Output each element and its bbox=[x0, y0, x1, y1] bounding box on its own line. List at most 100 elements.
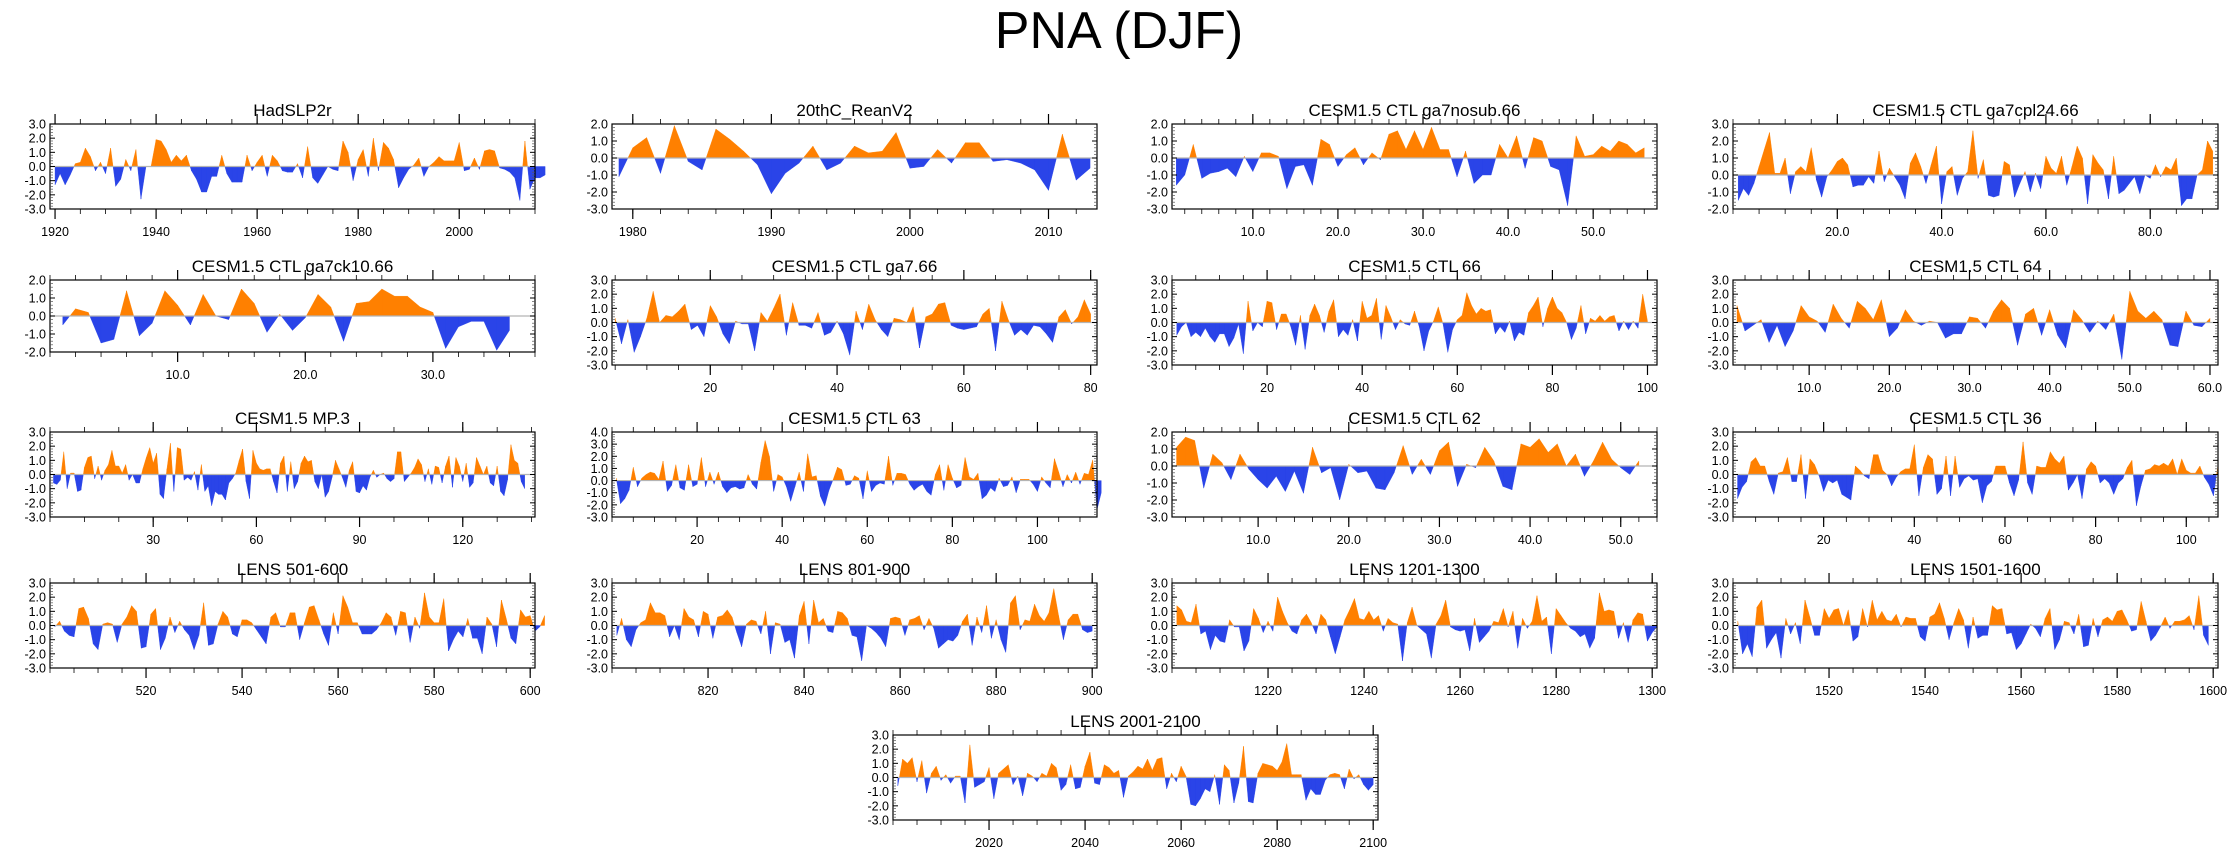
y-tick-label: -2.0 bbox=[586, 344, 608, 358]
y-tick-label: 0.0 bbox=[872, 771, 889, 785]
x-tick-label: 40 bbox=[775, 533, 789, 547]
panel-title: HadSLP2r bbox=[253, 101, 332, 120]
x-tick-label: 30.0 bbox=[1427, 533, 1451, 547]
y-tick-label: -1.0 bbox=[1707, 482, 1729, 496]
positive-area bbox=[1189, 127, 1645, 159]
x-tick-label: 1240 bbox=[1350, 684, 1378, 698]
x-tick-label: 80.0 bbox=[2138, 225, 2162, 239]
panel: CESM1.5 MP.3 3.02.01.00.0-1.0-2.0-3.0 30 60… bbox=[24, 409, 536, 547]
x-tick-label: 60 bbox=[1450, 381, 1464, 395]
x-tick-label: 50.0 bbox=[2118, 381, 2142, 395]
x-tick-label: 1960 bbox=[243, 225, 271, 239]
y-tick-label: 2.0 bbox=[591, 288, 608, 302]
positive-area bbox=[614, 291, 1091, 323]
plot-frame bbox=[611, 431, 1098, 518]
y-tick-label: 3.0 bbox=[1151, 274, 1168, 288]
panel: CESM1.5 CTL 63 4.03.02.01.00.0-1.0-2.0-3.… bbox=[586, 409, 1102, 547]
x-tick-label: 2020 bbox=[975, 836, 1003, 850]
y-tick-label: 1.0 bbox=[29, 146, 46, 160]
y-tick-label: 1.0 bbox=[29, 605, 46, 619]
y-tick-label: 3.0 bbox=[29, 577, 46, 591]
y-tick-label: 3.0 bbox=[591, 438, 608, 452]
y-tick-label: -1.0 bbox=[1146, 330, 1168, 344]
panel: LENS 801-900 3.02.01.00.0-1.0-2.0-3.0 820 8… bbox=[586, 560, 1102, 698]
x-tick-label: 1600 bbox=[2199, 684, 2227, 698]
x-tick-label: 60.0 bbox=[2034, 225, 2058, 239]
x-tick-label: 40 bbox=[1355, 381, 1369, 395]
positive-area bbox=[60, 443, 521, 475]
y-tick-label: -3.0 bbox=[586, 511, 608, 525]
x-tick-label: 1260 bbox=[1446, 684, 1474, 698]
y-tick-label: -1.0 bbox=[586, 486, 608, 500]
positive-area bbox=[619, 588, 1082, 626]
x-tick-label: 60 bbox=[860, 533, 874, 547]
y-tick-label: 3.0 bbox=[1151, 577, 1168, 591]
y-tick-label: -1.0 bbox=[24, 328, 46, 342]
y-tick-label: -1.0 bbox=[1146, 169, 1168, 183]
y-tick-label: -1.0 bbox=[24, 633, 46, 647]
y-tick-label: 1.0 bbox=[591, 135, 608, 149]
y-tick-label: -3.0 bbox=[1707, 662, 1729, 676]
panel-title: CESM1.5 CTL 66 bbox=[1348, 257, 1481, 276]
y-tick-label: 1.0 bbox=[1712, 302, 1729, 316]
panel-title: LENS 2001-2100 bbox=[1070, 712, 1200, 731]
negative-area bbox=[1199, 465, 1636, 501]
negative-area bbox=[616, 625, 1093, 661]
x-tick-label: 2000 bbox=[896, 225, 924, 239]
y-tick-label: 3.0 bbox=[1712, 577, 1729, 591]
y-tick-label: -3.0 bbox=[867, 814, 889, 828]
x-tick-label: 20 bbox=[1817, 533, 1831, 547]
panel: CESM1.5 CTL 64 3.02.01.00.0-1.0-2.0-3.0 10… bbox=[1707, 257, 2222, 395]
x-tick-label: 30.0 bbox=[1957, 381, 1981, 395]
y-tick-label: -3.0 bbox=[1146, 662, 1168, 676]
panel-title: CESM1.5 MP.3 bbox=[235, 409, 350, 428]
x-tick-label: 10.0 bbox=[1246, 533, 1270, 547]
x-tick-label: 2100 bbox=[1359, 836, 1387, 850]
y-tick-label: 1.0 bbox=[591, 605, 608, 619]
panel-title: LENS 1201-1300 bbox=[1349, 560, 1479, 579]
y-tick-label: 1.0 bbox=[591, 462, 608, 476]
y-tick-label: 0.0 bbox=[591, 152, 608, 166]
x-tick-label: 600 bbox=[520, 684, 541, 698]
x-tick-label: 1580 bbox=[2103, 684, 2131, 698]
y-tick-label: 0.0 bbox=[1712, 169, 1729, 183]
panel: CESM1.5 CTL 36 3.02.01.00.0-1.0-2.0-3.0 20… bbox=[1707, 409, 2219, 547]
x-tick-label: 40.0 bbox=[1929, 225, 1953, 239]
x-tick-label: 60 bbox=[957, 381, 971, 395]
x-tick-label: 880 bbox=[986, 684, 1007, 698]
panel: LENS 1501-1600 3.02.01.00.0-1.0-2.0-3.0 15… bbox=[1707, 560, 2227, 698]
x-tick-label: 40.0 bbox=[2037, 381, 2061, 395]
panel: CESM1.5 CTL ga7nosub.66 2.0 1.0 0.0 -1.0 -2.0… bbox=[1146, 101, 1658, 239]
y-tick-label: 3.0 bbox=[1712, 426, 1729, 440]
x-tick-label: 60 bbox=[1998, 533, 2012, 547]
positive-area bbox=[627, 125, 1070, 159]
x-tick-label: 20.0 bbox=[1825, 225, 1849, 239]
panel-title: CESM1.5 CTL ga7nosub.66 bbox=[1309, 101, 1521, 120]
plot-frame bbox=[1171, 431, 1658, 518]
x-tick-label: 1940 bbox=[142, 225, 170, 239]
y-tick-label: 1.0 bbox=[1151, 443, 1168, 457]
y-tick-label: 1.0 bbox=[1712, 605, 1729, 619]
x-tick-label: 20 bbox=[703, 381, 717, 395]
y-tick-label: -1.0 bbox=[586, 330, 608, 344]
positive-area bbox=[1176, 436, 1640, 467]
y-tick-label: 1.0 bbox=[1151, 135, 1168, 149]
y-tick-label: -2.0 bbox=[24, 188, 46, 202]
y-tick-label: 3.0 bbox=[1712, 274, 1729, 288]
y-tick-label: 0.0 bbox=[591, 316, 608, 330]
x-tick-label: 1220 bbox=[1254, 684, 1282, 698]
y-tick-label: 1.0 bbox=[591, 302, 608, 316]
y-tick-label: -1.0 bbox=[867, 785, 889, 799]
x-tick-label: 840 bbox=[794, 684, 815, 698]
y-tick-label: 0.0 bbox=[29, 310, 46, 324]
x-tick-label: 2040 bbox=[1071, 836, 1099, 850]
y-tick-label: 2.0 bbox=[591, 118, 608, 132]
y-tick-label: 4.0 bbox=[591, 426, 608, 440]
panel-title: LENS 501-600 bbox=[237, 560, 349, 579]
y-tick-label: -2.0 bbox=[24, 496, 46, 510]
x-tick-label: 520 bbox=[136, 684, 157, 698]
y-tick-label: 2.0 bbox=[1151, 591, 1168, 605]
y-tick-label: 2.0 bbox=[1151, 288, 1168, 302]
y-tick-label: 2.0 bbox=[591, 591, 608, 605]
